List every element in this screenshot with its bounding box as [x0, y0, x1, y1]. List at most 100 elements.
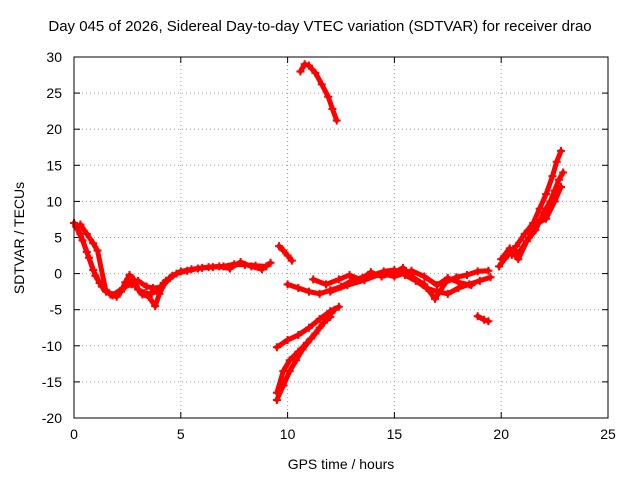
- data-point: [166, 273, 175, 282]
- data-point: [84, 253, 93, 262]
- data-point: [315, 315, 324, 324]
- data-point: [89, 239, 98, 248]
- data-point: [322, 280, 331, 289]
- data-point: [72, 222, 81, 231]
- y-axis-label: SDTVAR / TECUs: [11, 181, 27, 295]
- data-point: [125, 275, 134, 284]
- data-point: [334, 302, 343, 311]
- data-point: [157, 283, 166, 292]
- data-point: [76, 220, 85, 229]
- data-point: [225, 264, 234, 273]
- data-point: [542, 190, 551, 199]
- data-point: [102, 287, 111, 296]
- data-point: [548, 172, 557, 181]
- y-tick-label: 5: [54, 230, 62, 246]
- data-point: [514, 255, 523, 264]
- data-point: [390, 272, 399, 281]
- data-point: [524, 233, 533, 242]
- series-line-segment-mid-upper: [276, 243, 295, 264]
- data-point: [296, 67, 305, 76]
- chart-title: Day 045 of 2026, Sidereal Day-to-day VTE…: [48, 18, 592, 35]
- y-tick-label: 10: [46, 193, 62, 209]
- data-point: [138, 290, 147, 299]
- data-point: [304, 287, 313, 296]
- data-point: [311, 68, 320, 77]
- data-point: [108, 291, 117, 300]
- data-point: [366, 268, 375, 277]
- data-point: [475, 276, 484, 285]
- data-point: [304, 323, 313, 332]
- data-point: [486, 273, 495, 282]
- data-point: [334, 275, 343, 284]
- series-line-segment-low-b: [274, 314, 333, 396]
- data-point: [294, 330, 303, 339]
- data-point: [151, 302, 160, 311]
- data-point: [311, 329, 320, 338]
- x-tick-label: 10: [280, 426, 296, 442]
- data-point: [266, 258, 275, 267]
- data-point: [275, 242, 284, 251]
- data-point: [91, 271, 100, 280]
- data-point: [345, 271, 354, 280]
- data-point: [552, 157, 561, 166]
- x-tick-label: 25: [600, 426, 616, 442]
- x-axis-label: GPS time / hours: [287, 456, 395, 472]
- data-point: [409, 273, 418, 282]
- data-point: [377, 269, 386, 278]
- y-tick-label: 0: [54, 266, 62, 282]
- data-point: [285, 356, 294, 365]
- data-point: [535, 204, 544, 213]
- data-point: [557, 146, 566, 155]
- data-point: [236, 258, 245, 267]
- data-point: [433, 281, 442, 290]
- x-tick-label: 5: [177, 426, 185, 442]
- data-point: [294, 347, 303, 356]
- data-point: [473, 267, 482, 276]
- data-point: [272, 343, 281, 352]
- data-point: [326, 307, 335, 316]
- data-point: [516, 246, 525, 255]
- data-point: [300, 60, 309, 69]
- data-point: [283, 251, 292, 260]
- data-point: [420, 280, 429, 289]
- data-point: [283, 336, 292, 345]
- data-point: [430, 294, 439, 303]
- data-point: [328, 104, 337, 113]
- data-point: [279, 367, 288, 376]
- data-point: [283, 280, 292, 289]
- data-point: [533, 219, 542, 228]
- data-point: [557, 182, 566, 191]
- data-point: [467, 281, 476, 290]
- data-point: [309, 275, 318, 284]
- data-point: [172, 269, 181, 278]
- data-point: [142, 282, 151, 291]
- plot-frame: [73, 56, 609, 419]
- data-point: [183, 266, 192, 275]
- data-point: [407, 266, 416, 275]
- data-point: [215, 262, 224, 271]
- data-point: [505, 244, 514, 253]
- data-point: [272, 395, 281, 404]
- data-point: [155, 289, 164, 298]
- y-tick-label: 25: [46, 85, 62, 101]
- y-tick-label: 15: [46, 157, 62, 173]
- y-tick-label: 20: [46, 121, 62, 137]
- data-point: [550, 197, 559, 206]
- data-point: [121, 282, 130, 291]
- data-point: [454, 278, 463, 287]
- data-point: [204, 263, 213, 272]
- y-tick-label: -15: [42, 374, 62, 390]
- data-point: [542, 214, 551, 223]
- data-point: [480, 315, 489, 324]
- data-point: [93, 246, 102, 255]
- data-point: [326, 287, 335, 296]
- data-point: [304, 61, 313, 70]
- data-point: [360, 276, 369, 285]
- data-point: [484, 317, 493, 326]
- data-point: [463, 271, 472, 280]
- data-point: [484, 266, 493, 275]
- data-point: [443, 273, 452, 282]
- data-point: [319, 318, 328, 327]
- data-point: [559, 168, 568, 177]
